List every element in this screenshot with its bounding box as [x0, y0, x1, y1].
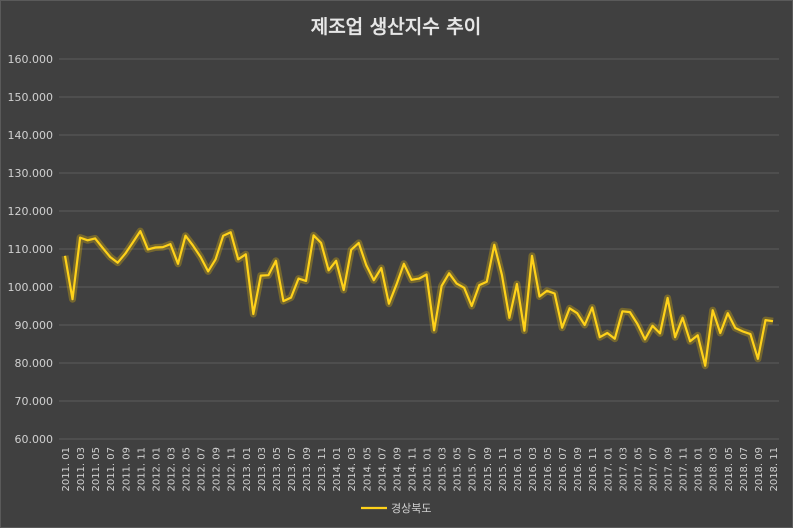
series-layer	[61, 227, 774, 370]
x-tick-label: 2012. 03	[166, 447, 177, 492]
y-axis-ticks: 60.000 70.000 80.000 90.000 100.000 110.000 12…	[8, 53, 54, 446]
y-tick-label: 90.000	[15, 319, 54, 332]
x-tick-label: 2016. 09	[573, 447, 584, 492]
y-tick-label: 110.000	[8, 243, 54, 256]
legend-label: 경상북도	[391, 502, 431, 515]
x-axis-ticks: 2011. 01 2011. 03 2011. 05 2011. 07 2011. 09…	[61, 447, 780, 492]
x-tick-label: 2011. 01	[61, 447, 72, 492]
y-tick-label: 160.000	[8, 53, 54, 66]
x-tick-label: 2017. 05	[633, 447, 644, 492]
x-tick-label: 2017. 11	[679, 447, 690, 492]
x-tick-label: 2013. 09	[302, 447, 313, 492]
x-tick-label: 2016. 11	[588, 447, 599, 492]
x-tick-label: 2016. 07	[558, 447, 569, 492]
x-tick-label: 2011. 09	[121, 447, 132, 492]
y-tick-label: 80.000	[15, 357, 54, 370]
x-tick-label: 2018. 01	[694, 447, 705, 492]
x-tick-label: 2017. 07	[648, 447, 659, 492]
x-tick-label: 2011. 07	[106, 447, 117, 492]
x-tick-label: 2015. 03	[438, 447, 449, 492]
x-tick-label: 2016. 01	[513, 447, 524, 492]
x-tick-label: 2014. 01	[332, 447, 343, 492]
x-tick-label: 2018. 07	[739, 447, 750, 492]
y-tick-label: 140.000	[8, 129, 54, 142]
chart-title: 제조업 생산지수 추이	[311, 16, 482, 38]
series-line-gyeongbuk	[63, 230, 774, 367]
x-tick-label: 2015. 07	[468, 447, 479, 492]
y-tick-label: 100.000	[8, 281, 54, 294]
x-tick-label: 2012. 09	[212, 447, 223, 492]
x-tick-label: 2018. 09	[754, 447, 765, 492]
y-tick-label: 120.000	[8, 205, 54, 218]
x-tick-label: 2012. 01	[151, 447, 162, 492]
x-tick-label: 2015. 09	[483, 447, 494, 492]
x-tick-label: 2014. 03	[347, 447, 358, 492]
x-tick-label: 2013. 05	[272, 447, 283, 492]
y-tick-label: 60.000	[15, 433, 54, 446]
x-tick-label: 2011. 11	[136, 447, 147, 492]
x-tick-label: 2014. 09	[392, 447, 403, 492]
x-tick-label: 2011. 05	[91, 447, 102, 492]
x-tick-label: 2011. 03	[76, 447, 87, 492]
x-tick-label: 2014. 05	[362, 447, 373, 492]
x-tick-label: 2018. 05	[724, 447, 735, 492]
x-tick-label: 2016. 03	[528, 447, 539, 492]
x-tick-label: 2018. 03	[709, 447, 720, 492]
x-tick-label: 2017. 09	[664, 447, 675, 492]
x-tick-label: 2013. 03	[257, 447, 268, 492]
x-tick-label: 2013. 11	[317, 447, 328, 492]
x-tick-label: 2016. 05	[543, 447, 554, 492]
x-tick-label: 2017. 03	[618, 447, 629, 492]
x-tick-label: 2015. 11	[498, 447, 509, 492]
x-tick-label: 2012. 07	[197, 447, 208, 492]
x-tick-label: 2015. 05	[453, 447, 464, 492]
x-tick-label: 2014. 11	[407, 447, 418, 492]
x-tick-label: 2015. 01	[423, 447, 434, 492]
x-tick-label: 2018. 11	[769, 447, 780, 492]
x-tick-label: 2013. 07	[287, 447, 298, 492]
x-tick-label: 2012. 11	[227, 447, 238, 492]
y-tick-label: 130.000	[8, 167, 54, 180]
legend: 경상북도	[361, 502, 431, 515]
x-tick-label: 2012. 05	[182, 447, 193, 492]
x-tick-label: 2013. 01	[242, 447, 253, 492]
x-tick-label: 2017. 01	[603, 447, 614, 492]
x-tick-label: 2014. 07	[377, 447, 388, 492]
y-tick-label: 70.000	[15, 395, 54, 408]
y-tick-label: 150.000	[8, 91, 54, 104]
grid-layer	[59, 58, 779, 440]
